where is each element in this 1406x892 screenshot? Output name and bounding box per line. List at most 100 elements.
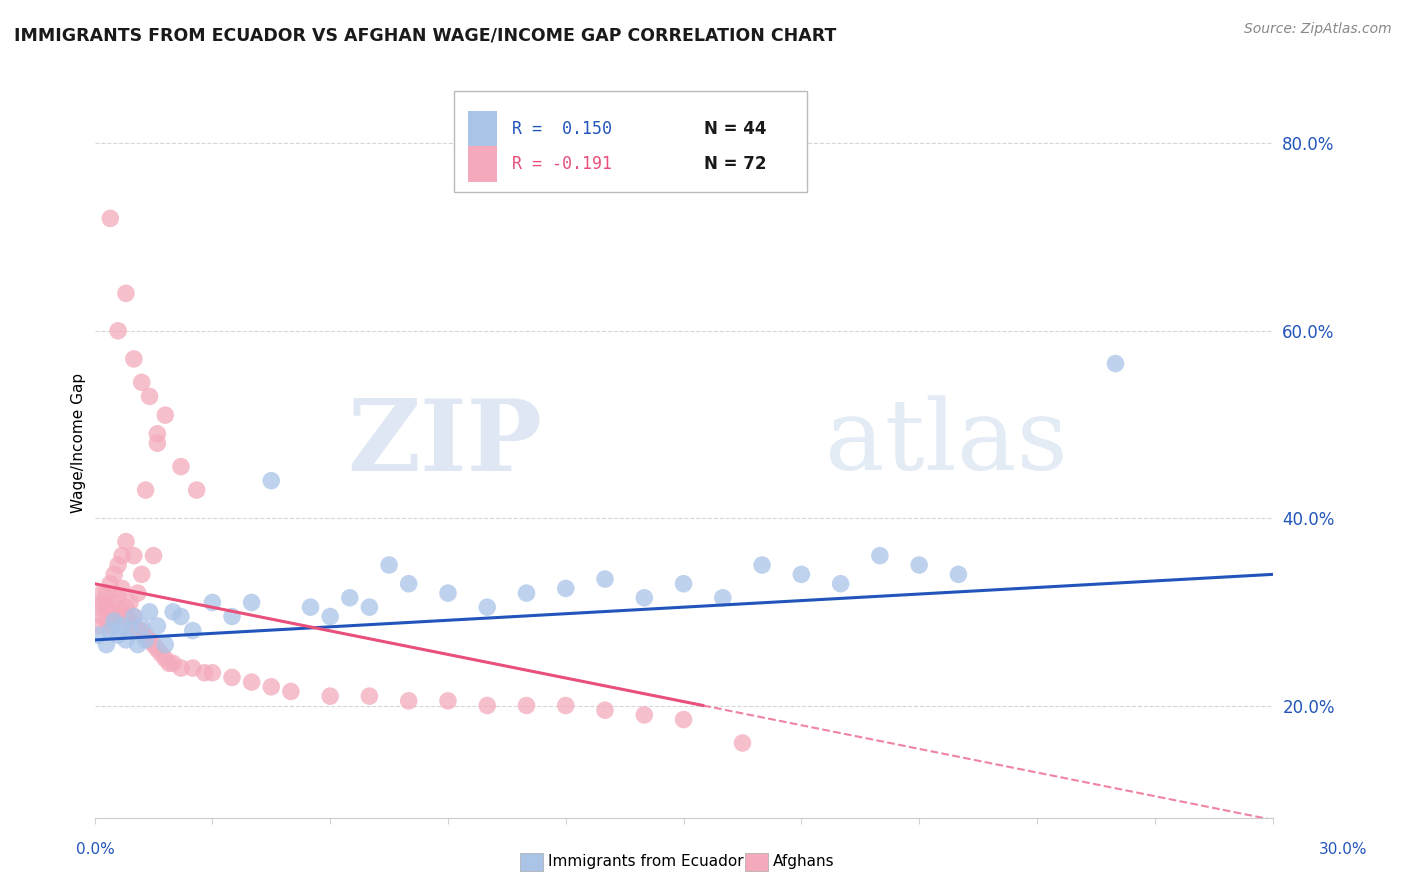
Point xyxy=(162,605,184,619)
Point xyxy=(98,619,121,633)
Point xyxy=(122,619,145,633)
Point xyxy=(437,694,460,708)
Point xyxy=(103,567,125,582)
Point xyxy=(107,558,129,572)
Point xyxy=(122,609,145,624)
Point xyxy=(96,614,118,628)
Point xyxy=(96,600,118,615)
Point xyxy=(240,595,263,609)
Point xyxy=(155,638,177,652)
Point xyxy=(138,632,160,647)
Text: IMMIGRANTS FROM ECUADOR VS AFGHAN WAGE/INCOME GAP CORRELATION CHART: IMMIGRANTS FROM ECUADOR VS AFGHAN WAGE/I… xyxy=(14,27,837,45)
Point xyxy=(339,591,361,605)
Point xyxy=(142,549,165,563)
Point xyxy=(554,698,576,713)
Point xyxy=(157,657,180,671)
Point xyxy=(98,211,121,226)
Point xyxy=(672,576,695,591)
Text: ZIP: ZIP xyxy=(347,395,543,491)
Point xyxy=(554,582,576,596)
Point xyxy=(146,642,169,657)
Point xyxy=(751,558,773,572)
Point xyxy=(260,680,283,694)
Point xyxy=(181,661,204,675)
Point xyxy=(103,614,125,628)
Point xyxy=(91,595,114,609)
Point xyxy=(221,670,243,684)
Point xyxy=(477,600,499,615)
Point xyxy=(115,286,138,301)
Point xyxy=(107,324,129,338)
Point xyxy=(477,698,499,713)
Point xyxy=(146,426,169,441)
Text: atlas: atlas xyxy=(825,395,1067,491)
Text: R = -0.191: R = -0.191 xyxy=(512,155,612,173)
Text: Source: ZipAtlas.com: Source: ZipAtlas.com xyxy=(1244,22,1392,37)
Point xyxy=(127,624,149,638)
Point xyxy=(87,628,110,642)
Point xyxy=(201,595,224,609)
Point xyxy=(359,600,381,615)
Point xyxy=(131,619,153,633)
Point xyxy=(146,436,169,450)
Point xyxy=(280,684,302,698)
Point xyxy=(170,661,193,675)
Point xyxy=(115,600,138,615)
Point xyxy=(115,609,138,624)
Point xyxy=(98,576,121,591)
Point xyxy=(87,600,110,615)
Point xyxy=(118,595,141,609)
Point xyxy=(122,609,145,624)
Point xyxy=(107,609,129,624)
Point xyxy=(96,586,118,600)
Point xyxy=(193,665,215,680)
Point xyxy=(170,459,193,474)
Point xyxy=(515,698,537,713)
Point xyxy=(127,586,149,600)
Text: Immigrants from Ecuador: Immigrants from Ecuador xyxy=(548,855,744,869)
Point xyxy=(1104,357,1126,371)
Point xyxy=(111,619,134,633)
Point xyxy=(1222,820,1244,834)
Point xyxy=(437,586,460,600)
Point xyxy=(170,609,193,624)
Point xyxy=(142,638,165,652)
Point xyxy=(240,675,263,690)
Text: 0.0%: 0.0% xyxy=(76,842,115,856)
Text: N = 72: N = 72 xyxy=(703,155,766,173)
Point xyxy=(633,591,655,605)
Point xyxy=(260,474,283,488)
Point xyxy=(96,638,118,652)
Point xyxy=(135,632,157,647)
Point xyxy=(118,624,141,638)
Point xyxy=(398,694,420,708)
Text: Afghans: Afghans xyxy=(773,855,835,869)
Point xyxy=(869,549,891,563)
Point xyxy=(111,549,134,563)
Point xyxy=(91,586,114,600)
Point xyxy=(181,624,204,638)
Point xyxy=(398,576,420,591)
Point xyxy=(138,605,160,619)
Point xyxy=(135,483,157,497)
Point xyxy=(790,567,813,582)
Point xyxy=(115,632,138,647)
Point xyxy=(131,376,153,390)
Point xyxy=(711,591,734,605)
Point xyxy=(150,647,173,661)
Bar xyxy=(468,112,498,147)
Point xyxy=(115,534,138,549)
Point xyxy=(135,628,157,642)
Point xyxy=(162,657,184,671)
Point xyxy=(201,665,224,680)
Point xyxy=(103,595,125,609)
Point xyxy=(593,703,616,717)
Point xyxy=(299,600,322,615)
Point xyxy=(319,609,342,624)
Point xyxy=(98,624,121,638)
Point xyxy=(515,586,537,600)
FancyBboxPatch shape xyxy=(454,91,807,192)
Point xyxy=(138,389,160,403)
Point xyxy=(111,605,134,619)
Point xyxy=(593,572,616,586)
